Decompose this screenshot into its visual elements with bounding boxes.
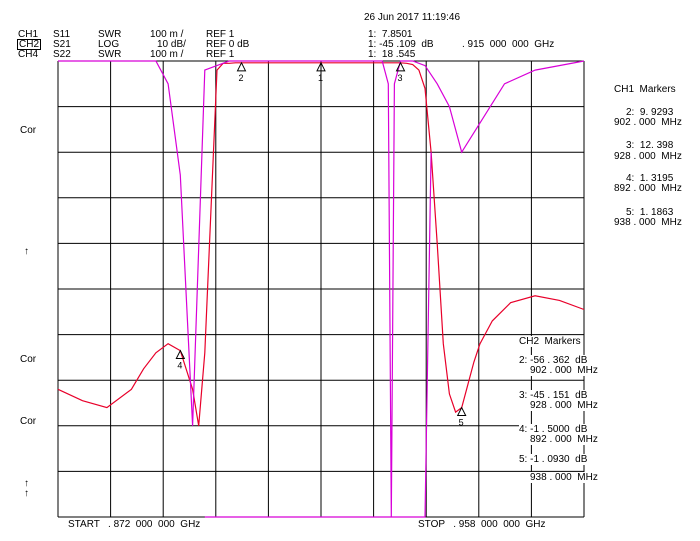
ch2-marker-value: 4: -1 . 5000 dB (519, 424, 588, 435)
channel-name[interactable]: CH1 (18, 29, 39, 40)
start-frequency: START . 872 000 000 GHz (68, 519, 201, 530)
channel-param: S22 (53, 49, 71, 60)
marker-label: 2 (238, 73, 243, 83)
ch2-marker-freq: 902 . 000 MHz (530, 365, 598, 376)
left-label: Cor (20, 125, 37, 136)
ch2-marker-value: 5: -1 . 0930 dB (519, 454, 588, 465)
stop-frequency: STOP . 958 000 000 GHz (418, 519, 546, 530)
marker-4-icon (175, 349, 186, 360)
timestamp: 26 Jun 2017 11:19:46 (364, 12, 461, 23)
traces (57, 60, 585, 518)
ch1-marker-value: 2: 9. 9293 (626, 107, 674, 118)
channel-ref: REF 0 dB (206, 39, 250, 50)
ch1-marker-freq: 928 . 000 MHz (614, 151, 682, 162)
channel-format: SWR (98, 49, 122, 60)
marker-label: 5 (459, 418, 464, 428)
marker-5-icon (456, 406, 467, 417)
ch1-marker-value: 4: 1. 3195 (626, 173, 674, 184)
marker-3-icon (395, 61, 406, 72)
trace-s21 (57, 62, 585, 426)
ch2-marker-title: CH2 Markers (519, 336, 581, 347)
ch1-marker-title: CH1 Markers (614, 84, 676, 95)
active-marker-line1: 1: 7.8501 (368, 29, 413, 40)
marker-2-icon (236, 61, 247, 72)
ch2-marker-freq: 938 . 000 MHz (530, 472, 598, 483)
channel-format: LOG (98, 39, 120, 50)
ch1-marker-freq: 902 . 000 MHz (614, 117, 682, 128)
channel-name[interactable]: CH4 (18, 49, 39, 60)
channel-param: S11 (53, 29, 71, 40)
channel-scale: 10 dB/ (157, 39, 186, 50)
left-label: ↑ (24, 246, 29, 257)
marker-label: 3 (398, 73, 403, 83)
left-label: ↑ (24, 488, 29, 499)
channel-scale: 100 m / (150, 49, 184, 60)
graticule (57, 60, 585, 518)
ch1-marker-value: 5: 1. 1863 (626, 207, 674, 218)
marker-label: 4 (177, 361, 182, 371)
active-marker-freq: . 915 000 000 GHz (462, 39, 555, 50)
trace-s11 (204, 152, 432, 518)
trace-s22 (58, 60, 585, 518)
left-label: Cor (20, 416, 37, 427)
active-marker-line3: 1: 18 .545 (368, 49, 416, 60)
ch2-marker-freq: 892 . 000 MHz (530, 434, 598, 445)
active-marker-line2: 1: -45 .109 dB (368, 39, 434, 50)
channel-name-active[interactable]: CH2 (17, 39, 42, 50)
ch2-marker-freq: 928 . 000 MHz (530, 400, 598, 411)
left-label: ↑ (24, 478, 29, 489)
markers: 1 2 3 4 5 (175, 61, 467, 428)
channel-format: SWR (98, 29, 122, 40)
ch1-marker-value: 3: 12. 398 (626, 140, 674, 151)
marker-1-icon (316, 61, 326, 72)
ch1-marker-freq: 938 . 000 MHz (614, 217, 682, 228)
ch2-marker-value: 2: -56 . 362 dB (519, 355, 588, 366)
ch2-marker-value: 3: -45 . 151 dB (519, 390, 588, 401)
left-label: Cor (20, 354, 37, 365)
marker-label: 1 (318, 73, 323, 83)
channel-ref: REF 1 (206, 49, 235, 60)
channel-ref: REF 1 (206, 29, 235, 40)
channel-scale: 100 m / (150, 29, 184, 40)
channel-param: S21 (53, 39, 71, 50)
ch1-marker-freq: 892 . 000 MHz (614, 183, 682, 194)
